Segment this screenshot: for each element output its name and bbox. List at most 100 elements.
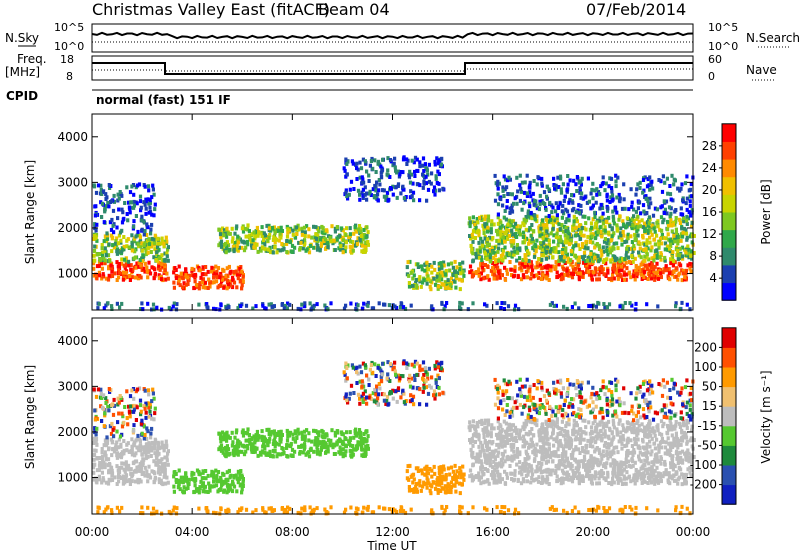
velocity-cell [112,413,115,417]
power-cell [673,210,676,214]
velocity-cell [352,436,355,440]
power-cell [533,179,536,183]
power-cell [275,250,278,254]
power-cell [231,227,234,231]
power-cell [148,242,151,246]
velocity-cell [360,438,363,442]
power-cell [660,229,663,233]
power-cell [670,198,673,202]
power-cell [501,257,504,261]
power-cell [285,239,288,243]
power-cell [543,190,546,194]
power-cell [581,244,584,248]
velocity-cell [554,471,557,475]
power-cell [601,269,604,273]
power-cell [507,304,510,308]
power-cell [389,186,392,190]
freq-tick-top: 18 [60,53,74,66]
power-cell [147,188,150,192]
power-cell [97,183,100,187]
power-cell [120,208,123,212]
power-cell [387,199,390,203]
power-cell [685,269,688,273]
velocity-cell [134,439,137,443]
velocity-cell [136,434,139,438]
power-cell [570,272,573,276]
power-cell [262,238,265,242]
velocity-cell [152,392,155,396]
velocity-cell [245,439,248,443]
power-cell [551,255,554,259]
power-cell [600,203,603,207]
power-cell [378,183,381,187]
power-cell [430,271,433,275]
colorbar-tick-label: 20 [702,183,717,197]
power-cell [261,245,264,249]
velocity-cell [293,450,296,454]
power-cell [355,162,358,166]
velocity-cell [452,470,455,474]
velocity-cell [276,433,279,437]
power-cell [567,214,570,218]
velocity-cell [307,438,310,442]
power-cell [657,242,660,246]
velocity-cell [286,431,289,435]
power-cell [516,189,519,193]
colorbar-tick-label: 12 [702,227,717,241]
power-cell [110,199,113,203]
power-cell [595,187,598,191]
velocity-cell [136,388,139,392]
velocity-cell [141,432,144,436]
power-cell [496,301,499,305]
velocity-cell [668,475,671,479]
power-cell [498,239,501,243]
colorbar-cell [722,212,736,230]
power-cell [659,271,662,275]
power-cell [143,233,146,237]
power-cell [540,177,543,181]
power-cell [536,182,539,186]
power-cell [181,276,184,280]
power-cell [344,158,347,162]
power-cell [564,220,567,224]
velocity-cell [420,468,423,472]
power-cell [496,192,499,196]
velocity-cell [100,419,103,423]
power-cell [128,246,131,250]
power-cell [502,236,505,240]
power-cell [358,161,361,165]
power-cell [566,235,569,239]
power-cell [213,280,216,284]
power-cell [641,191,644,195]
power-cell [140,215,143,219]
power-cell [607,231,610,235]
power-cell [656,255,659,259]
power-cell [368,179,371,183]
power-cell [663,199,666,203]
cpid-label: CPID [6,89,38,103]
velocity-cell [625,465,628,469]
velocity-cell [216,479,219,483]
velocity-cell [349,444,352,448]
velocity-cell [144,389,147,393]
power-cell [129,200,132,204]
power-cell [648,205,651,209]
power-cell [653,238,656,242]
power-cell [515,235,518,239]
power-cell [96,253,99,257]
velocity-cell [326,449,329,453]
power-cell [184,273,187,277]
power-cell [406,265,409,269]
power-cell [93,259,96,263]
velocity-cell [314,429,317,433]
power-cell [377,188,380,192]
power-cell [499,230,502,234]
velocity-cell [550,472,553,476]
power-cell [155,258,158,262]
power-cell [596,242,599,246]
power-cell [428,163,431,167]
power-cell [394,165,397,169]
power-cell [598,258,601,262]
power-cell [295,225,298,229]
power-cell [118,197,121,201]
